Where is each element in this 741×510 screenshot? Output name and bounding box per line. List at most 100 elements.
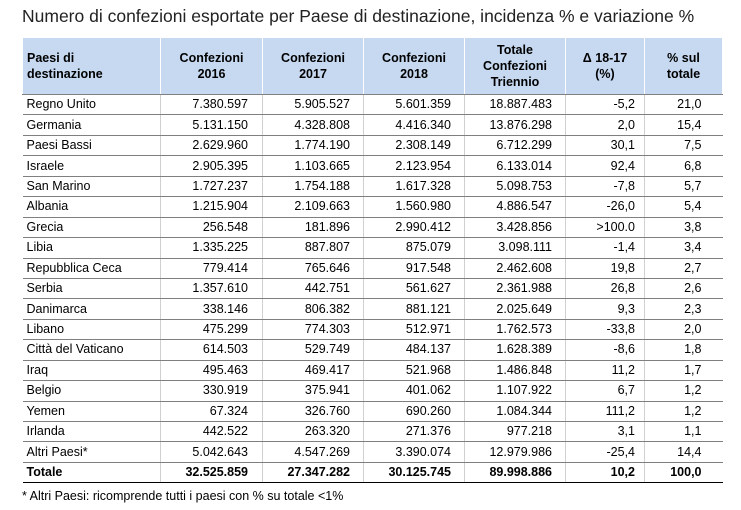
header-line: Confezioni	[382, 51, 446, 65]
total-triennio-cell: 3.428.856	[464, 217, 566, 239]
delta-cell: 6,7	[565, 380, 645, 402]
delta-cell: -26,0	[565, 196, 645, 218]
header-2018: Confezioni 2018	[363, 37, 465, 95]
table-row: Yemen 67.324 326.760 690.260 1.084.344 111,2 1…	[22, 401, 723, 423]
value-2016-cell: 256.548	[160, 217, 263, 239]
table-row: Albania 1.215.904 2.109.663 1.560.980 4.886.…	[22, 196, 723, 218]
delta-cell: 9,3	[565, 298, 645, 320]
header-share: % sul totale	[644, 37, 723, 95]
delta-cell: -1,4	[565, 237, 645, 259]
table-row: Altri Paesi* 5.042.643 4.547.269 3.390.074 1…	[22, 441, 723, 463]
delta-cell: 11,2	[565, 360, 645, 382]
header-country: Paesi di destinazione	[22, 37, 161, 95]
header-total-triennio: Totale Confezioni Triennio	[464, 37, 566, 95]
total-triennio-cell: 6.133.014	[464, 155, 566, 177]
value-2017-cell: 1.774.190	[262, 135, 364, 157]
value-2017-cell: 181.896	[262, 217, 364, 239]
delta-cell: -25,4	[565, 441, 645, 463]
share-cell: 14,4	[644, 441, 723, 463]
value-2018-cell: 4.416.340	[363, 114, 465, 136]
header-line: 2017	[299, 67, 327, 81]
value-2017-cell: 263.320	[262, 421, 364, 443]
value-2018-cell: 271.376	[363, 421, 465, 443]
total-triennio-cell: 4.886.547	[464, 196, 566, 218]
share-cell: 1,8	[644, 339, 723, 361]
value-2016-cell: 330.919	[160, 380, 263, 402]
header-line: Triennio	[490, 75, 540, 89]
share-cell: 2,7	[644, 258, 723, 279]
header-line: Paesi di	[27, 51, 75, 65]
value-2016-cell: 1.357.610	[160, 278, 263, 300]
total-triennio-cell: 2.462.608	[464, 258, 566, 279]
header-line: Confezioni	[179, 51, 244, 65]
table-row: San Marino 1.727.237 1.754.188 1.617.328 5.0…	[22, 176, 723, 198]
share-cell: 2,6	[644, 278, 723, 300]
total-triennio-cell: 1.107.922	[464, 380, 566, 402]
value-2016-cell: 7.380.597	[160, 94, 263, 116]
value-2016-cell: 475.299	[160, 319, 263, 341]
value-2016-cell: 614.503	[160, 339, 263, 361]
value-2018-cell: 881.121	[363, 298, 465, 320]
total-triennio-cell: 1.084.344	[464, 401, 566, 423]
table-row: Paesi Bassi 2.629.960 1.774.190 2.308.149 6.…	[22, 135, 723, 157]
country-cell: Grecia	[22, 217, 161, 239]
share-cell: 7,5	[644, 135, 723, 157]
value-2017-cell: 2.109.663	[262, 196, 364, 218]
table-row: Danimarca 338.146 806.382 881.121 2.025.649 9…	[22, 298, 723, 320]
table-row: Irlanda 442.522 263.320 271.376 977.218 3,1 1,…	[22, 421, 723, 443]
delta-cell: 2,0	[565, 114, 645, 136]
share-cell: 2,0	[644, 319, 723, 341]
share-cell: 2,3	[644, 298, 723, 320]
export-table: Paesi di destinazione Confezioni 2016 Confez…	[22, 37, 723, 484]
table-row: Belgio 330.919 375.941 401.062 1.107.922 6,7 1…	[22, 380, 723, 402]
header-2017: Confezioni 2017	[262, 37, 364, 95]
header-delta: Δ 18-17 (%)	[565, 37, 645, 95]
value-2018-cell: 561.627	[363, 278, 465, 300]
value-2017-cell: 4.328.808	[262, 114, 364, 136]
header-line: Δ 18-17	[582, 51, 628, 65]
value-2017-cell: 469.417	[262, 360, 364, 382]
table-row: Città del Vaticano 614.503 529.749 484.137 1…	[22, 339, 723, 361]
table-row: Grecia 256.548 181.896 2.990.412 3.428.856 >1…	[22, 217, 723, 239]
country-cell: Belgio	[22, 380, 161, 402]
header-line: 2018	[400, 67, 428, 81]
value-2017-cell: 5.905.527	[262, 94, 364, 116]
value-2018-cell: 3.390.074	[363, 441, 465, 463]
value-2018-cell: 512.971	[363, 319, 465, 341]
total-triennio-cell: 1.486.848	[464, 360, 566, 382]
value-2018-cell: 917.548	[363, 258, 465, 279]
delta-cell: 3,1	[565, 421, 645, 443]
value-2017-cell: 326.760	[262, 401, 364, 423]
value-2018-cell: 401.062	[363, 380, 465, 402]
value-2018-cell: 30.125.745	[363, 462, 465, 484]
delta-cell: 26,8	[565, 278, 645, 300]
value-2016-cell: 442.522	[160, 421, 263, 443]
value-2016-cell: 495.463	[160, 360, 263, 382]
header-line: 2016	[197, 67, 226, 81]
total-triennio-cell: 13.876.298	[464, 114, 566, 136]
share-cell: 6,8	[644, 155, 723, 177]
header-line: destinazione	[27, 67, 103, 81]
value-2017-cell: 774.303	[262, 319, 364, 341]
value-2016-cell: 1.335.225	[160, 237, 263, 259]
total-triennio-cell: 89.998.886	[464, 462, 566, 484]
total-triennio-cell: 2.025.649	[464, 298, 566, 320]
table-row: Israele 2.905.395 1.103.665 2.123.954 6.133.…	[22, 155, 723, 177]
total-triennio-cell: 12.979.986	[464, 441, 566, 463]
total-triennio-cell: 1.762.573	[464, 319, 566, 341]
share-cell: 5,7	[644, 176, 723, 198]
total-triennio-cell: 5.098.753	[464, 176, 566, 198]
share-cell: 1,7	[644, 360, 723, 382]
share-cell: 15,4	[644, 114, 723, 136]
table-header: Paesi di destinazione Confezioni 2016 Confez…	[22, 37, 723, 95]
table-row: Serbia 1.357.610 442.751 561.627 2.361.988 26…	[22, 278, 723, 300]
value-2018-cell: 2.990.412	[363, 217, 465, 239]
value-2017-cell: 887.807	[262, 237, 364, 259]
value-2018-cell: 2.123.954	[363, 155, 465, 177]
value-2018-cell: 2.308.149	[363, 135, 465, 157]
header-2016: Confezioni 2016	[160, 37, 263, 95]
value-2018-cell: 1.617.328	[363, 176, 465, 198]
value-2018-cell: 521.968	[363, 360, 465, 382]
delta-cell: -33,8	[565, 319, 645, 341]
